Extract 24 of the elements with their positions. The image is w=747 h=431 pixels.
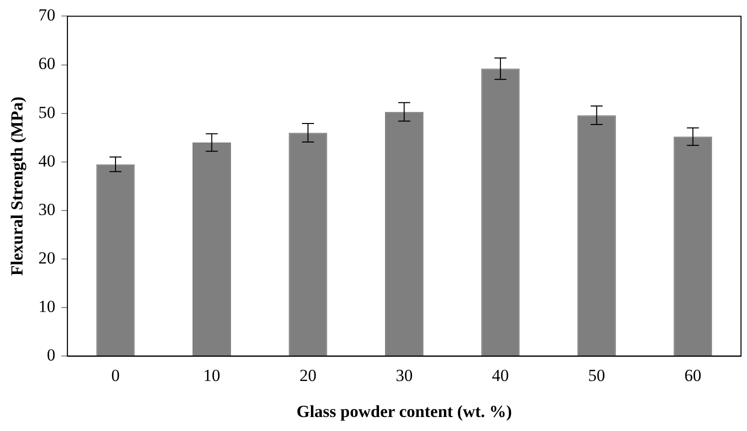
x-tick-label: 60	[684, 366, 702, 385]
x-tick-label: 40	[492, 366, 509, 385]
y-tick-label: 50	[38, 102, 56, 122]
x-axis-title: Glass powder content (wt. %)	[296, 402, 512, 422]
x-tick-label: 30	[396, 366, 413, 385]
x-tick-label: 0	[111, 366, 120, 385]
bar	[577, 115, 616, 356]
x-tick-label: 10	[203, 366, 220, 385]
y-tick-label: 20	[38, 248, 56, 268]
bar	[288, 132, 328, 356]
y-tick-label: 30	[38, 200, 56, 219]
x-tick-label: 20	[299, 366, 316, 385]
y-tick-label: 40	[38, 151, 56, 170]
y-tick-label: 10	[38, 297, 56, 316]
x-tick-label: 50	[588, 366, 606, 385]
bar	[481, 68, 520, 356]
y-tick-label: 70	[38, 6, 56, 25]
bar	[674, 136, 712, 356]
bar	[384, 112, 424, 356]
bar	[192, 142, 231, 356]
bar	[96, 164, 135, 356]
y-tick-label: 60	[38, 54, 56, 74]
y-axis-title: Flexural Strength (MPa)	[8, 96, 27, 276]
y-tick-label: 0	[46, 346, 56, 365]
